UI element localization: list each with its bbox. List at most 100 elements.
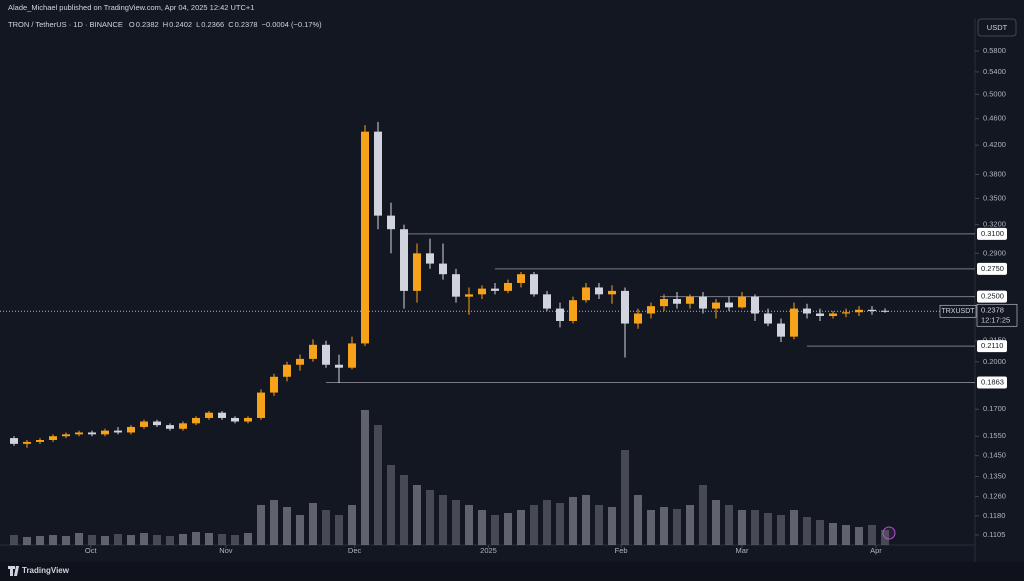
volume-bar [699,485,707,545]
candle-body [582,287,590,301]
volume-bar [114,534,122,545]
volume-bar [244,533,252,545]
candle-body [101,430,109,435]
x-tick-label: Nov [219,546,233,555]
candle-body [647,306,655,314]
candle-body [556,308,564,322]
candle-body [23,441,31,444]
level-label-box [977,290,1007,303]
volume-bar [231,535,239,545]
candle-body [777,323,785,337]
candle-body [75,432,83,435]
volume-bar [439,495,447,545]
volume-bar [153,535,161,545]
candle-body [842,312,850,314]
candle-body [465,294,473,297]
candle-body [335,364,343,368]
y-tick-label: 0.3800 [983,169,1006,178]
ohlc-key: C [228,20,234,29]
volume-bar [140,533,148,545]
candle-body [439,263,447,275]
level-label: 0.1863 [981,378,1004,387]
y-tick-label: 0.5000 [983,89,1006,98]
level-label: 0.2110 [981,341,1003,350]
price-axis: 0.5800 0.5400 0.5000 0.4600 0.4200 0.3800 0.35… [975,46,1006,539]
brand-logo [8,566,19,576]
x-tick-label: Apr [870,546,882,555]
candle-body [361,131,369,344]
volume-bar [101,536,109,545]
footer-bar [0,562,1024,581]
volume-bar [49,535,57,545]
volume-bar [530,505,538,545]
volume-bar [36,536,44,545]
volume-bar [413,485,421,545]
volume-bar [322,510,330,545]
candle-body [569,300,577,322]
candle-body [725,302,733,308]
volume-bar [790,510,798,545]
volume-bar [738,510,746,545]
candle-body [673,299,681,304]
candle-body [868,309,876,312]
volume-bar [387,465,395,545]
ohlc-value: 0.2366 [201,20,224,29]
ohlc-value: 0.2402 [169,20,192,29]
volume-bar [777,515,785,545]
y-tick-label: 0.3200 [983,220,1006,229]
candle-body [309,344,317,359]
level-label: 0.2750 [981,264,1004,273]
candle-body [296,358,304,365]
publisher: Alade_Michael published on TradingView.c… [8,3,254,12]
candle-body [127,426,135,433]
volume-bar [569,497,577,545]
volume-bar [127,535,135,545]
candle-body [244,417,252,422]
symbol-label: TRXUSDT [941,308,975,315]
volume-bar [647,510,655,545]
candle-body [660,299,668,307]
volume-bar [621,450,629,545]
y-tick-label: 0.2900 [983,248,1006,257]
candle-body [855,309,863,313]
volume-bar [309,503,317,545]
y-tick-label: 0.1260 [983,492,1006,501]
candle-body [504,282,512,291]
candle-body [270,376,278,393]
level-label-box [977,262,1007,275]
volume-bar [751,510,759,545]
volume-bar [504,513,512,545]
volume-bar [400,475,408,545]
candle-body [348,343,356,368]
candle-body [751,296,759,314]
currency-button[interactable] [977,18,1017,37]
candle-body [62,434,70,437]
volume-bar [10,535,18,545]
y-tick-label: 0.1700 [983,404,1006,413]
candle-body [387,215,395,230]
x-tick-label: Feb [615,546,628,555]
candle-body [205,412,213,418]
volume-bar [543,500,551,545]
candle-body [790,308,798,337]
volume-bar [257,505,265,545]
y-tick-label: 0.1180 [983,511,1005,520]
candle-body [218,412,226,418]
volume-bar [803,517,811,545]
x-tick-label: Mar [736,546,749,555]
candle-body [699,296,707,309]
currency[interactable]: USDT [987,23,1008,32]
volume-bar [660,507,668,545]
level-label: 0.2500 [981,292,1004,301]
candle-body [829,313,837,316]
candle-body [179,423,187,429]
candle-body [621,290,629,324]
volume-bar [478,510,486,545]
candle-body [400,229,408,291]
candle-body [140,421,148,427]
price-label: 0.2378 [981,305,1004,314]
volume-bar [686,505,694,545]
volume-bar [348,505,356,545]
candle-body [530,274,538,295]
